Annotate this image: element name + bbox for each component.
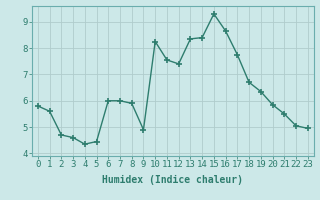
X-axis label: Humidex (Indice chaleur): Humidex (Indice chaleur) — [102, 175, 243, 185]
